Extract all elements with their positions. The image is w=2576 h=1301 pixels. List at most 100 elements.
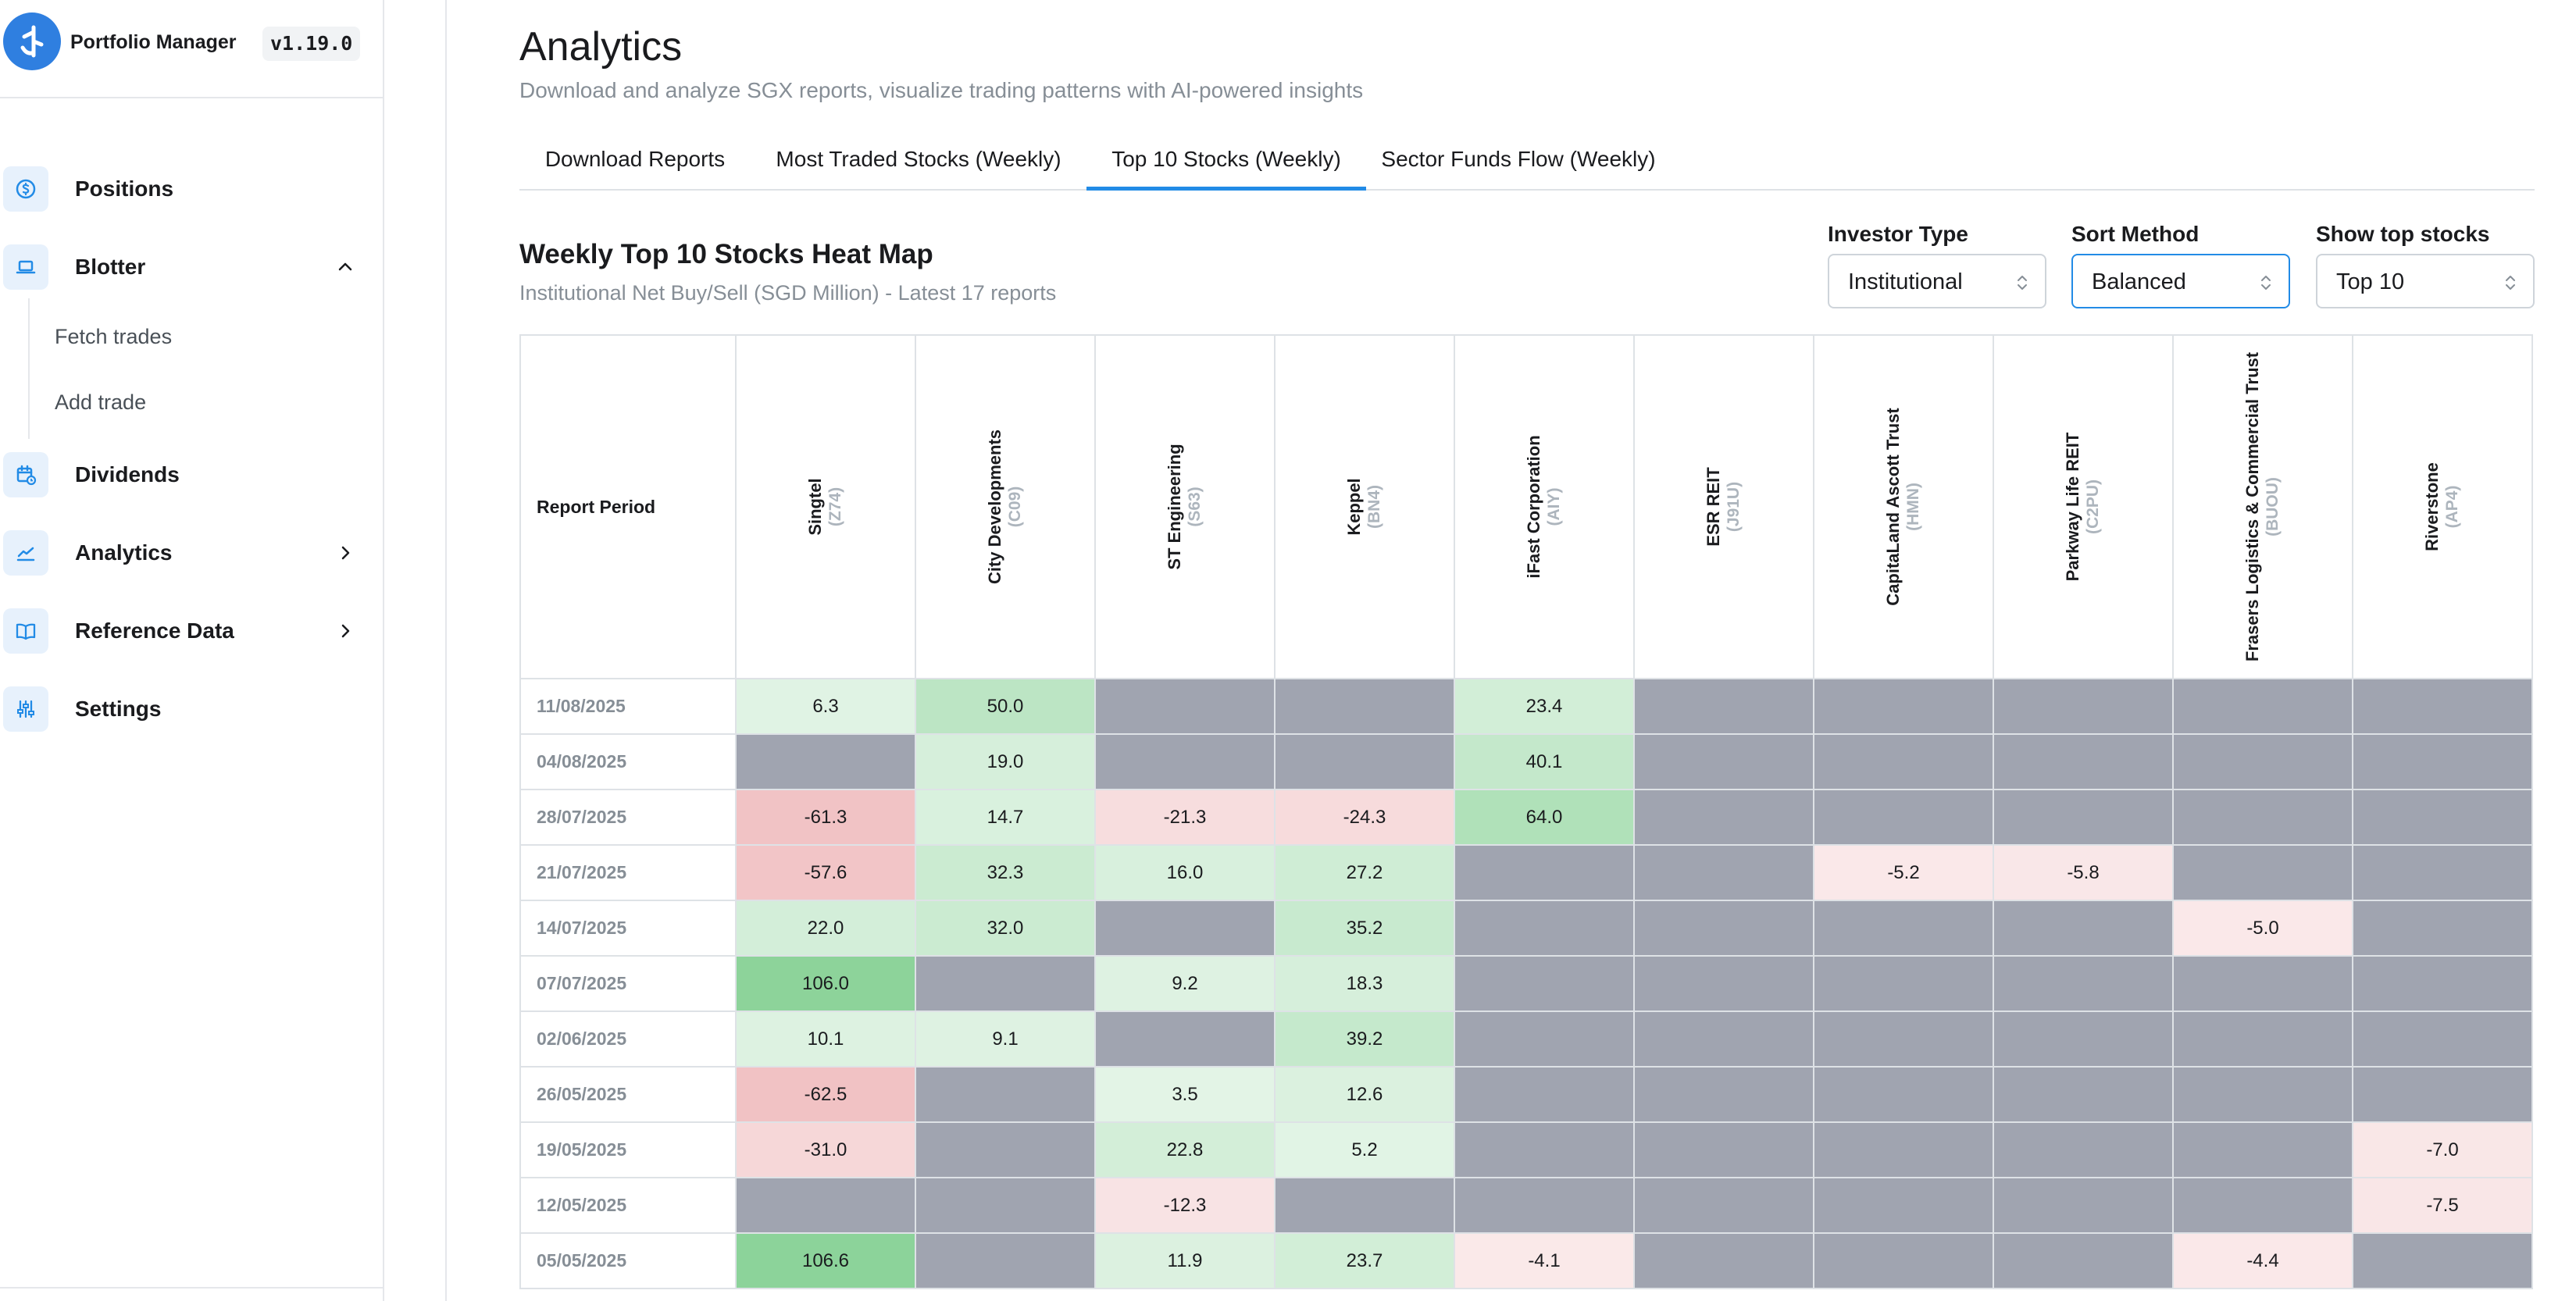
heatmap-cell[interactable] xyxy=(1454,900,1635,957)
heatmap-cell[interactable] xyxy=(2352,844,2533,901)
heatmap-cell[interactable] xyxy=(1633,1011,1814,1068)
heatmap-cell[interactable]: 9.2 xyxy=(1094,955,1276,1012)
heatmap-cell[interactable]: 18.3 xyxy=(1274,955,1455,1012)
heatmap-cell[interactable]: -12.3 xyxy=(1094,1177,1276,1234)
heatmap-cell[interactable] xyxy=(1454,844,1635,901)
heatmap-cell[interactable] xyxy=(1633,900,1814,957)
heatmap-cell[interactable] xyxy=(1813,733,1994,790)
investor-type-select[interactable]: Institutional xyxy=(1828,254,2046,308)
heatmap-cell[interactable] xyxy=(1993,1177,2174,1234)
sort-method-select[interactable]: Balanced xyxy=(2071,254,2290,308)
heatmap-cell[interactable] xyxy=(1274,678,1455,735)
heatmap-cell[interactable]: 12.6 xyxy=(1274,1066,1455,1123)
heatmap-cell[interactable] xyxy=(1094,733,1276,790)
heatmap-cell[interactable] xyxy=(2352,1232,2533,1289)
heatmap-cell[interactable] xyxy=(2352,733,2533,790)
sidebar-subitem-fetch-trades[interactable]: Fetch trades xyxy=(55,325,173,348)
heatmap-cell[interactable]: -7.0 xyxy=(2352,1121,2533,1178)
heatmap-cell[interactable] xyxy=(915,1177,1096,1234)
heatmap-cell[interactable]: -4.1 xyxy=(1454,1232,1635,1289)
heatmap-cell[interactable] xyxy=(2352,789,2533,846)
heatmap-cell[interactable]: -5.8 xyxy=(1993,844,2174,901)
heatmap-cell[interactable] xyxy=(1993,1066,2174,1123)
app-logo-icon[interactable] xyxy=(3,12,61,70)
heatmap-cell[interactable] xyxy=(2172,955,2353,1012)
heatmap-cell[interactable] xyxy=(915,1121,1096,1178)
heatmap-cell[interactable] xyxy=(1813,1121,1994,1178)
heatmap-cell[interactable] xyxy=(2352,955,2533,1012)
heatmap-cell[interactable] xyxy=(2172,1066,2353,1123)
heatmap-cell[interactable] xyxy=(1813,955,1994,1012)
heatmap-cell[interactable]: 22.0 xyxy=(735,900,916,957)
heatmap-cell[interactable] xyxy=(2172,844,2353,901)
sidebar-subitem-add-trade[interactable]: Add trade xyxy=(55,390,147,414)
heatmap-cell[interactable] xyxy=(2172,1121,2353,1178)
heatmap-cell[interactable]: 50.0 xyxy=(915,678,1096,735)
heatmap-cell[interactable]: 27.2 xyxy=(1274,844,1455,901)
heatmap-cell[interactable] xyxy=(1274,733,1455,790)
heatmap-cell[interactable]: 6.3 xyxy=(735,678,916,735)
heatmap-cell[interactable] xyxy=(1454,1011,1635,1068)
heatmap-cell[interactable]: 106.6 xyxy=(735,1232,916,1289)
sidebar-item-analytics[interactable]: Analytics xyxy=(0,522,383,584)
heatmap-cell[interactable] xyxy=(1813,1066,1994,1123)
heatmap-cell[interactable] xyxy=(1633,1121,1814,1178)
heatmap-cell[interactable]: -5.0 xyxy=(2172,900,2353,957)
heatmap-cell[interactable]: 40.1 xyxy=(1454,733,1635,790)
heatmap-cell[interactable] xyxy=(735,733,916,790)
heatmap-cell[interactable]: 64.0 xyxy=(1454,789,1635,846)
heatmap-cell[interactable]: 32.0 xyxy=(915,900,1096,957)
heatmap-cell[interactable] xyxy=(1993,955,2174,1012)
heatmap-cell[interactable]: -61.3 xyxy=(735,789,916,846)
heatmap-cell[interactable]: 16.0 xyxy=(1094,844,1276,901)
heatmap-cell[interactable] xyxy=(1094,900,1276,957)
heatmap-cell[interactable]: -5.2 xyxy=(1813,844,1994,901)
show-top-stocks-select[interactable]: Top 10 xyxy=(2316,254,2535,308)
heatmap-cell[interactable] xyxy=(1633,1066,1814,1123)
heatmap-cell[interactable] xyxy=(1993,733,2174,790)
sidebar-item-blotter[interactable]: Blotter xyxy=(0,236,383,298)
heatmap-cell[interactable] xyxy=(1454,1066,1635,1123)
tab-download-reports[interactable]: Download Reports xyxy=(544,147,726,171)
sidebar-item-settings[interactable]: Settings xyxy=(0,678,383,740)
heatmap-cell[interactable] xyxy=(2172,733,2353,790)
tab-most-traded-stocks[interactable]: Most Traded Stocks (Weekly) xyxy=(776,147,1061,171)
heatmap-cell[interactable] xyxy=(1993,1232,2174,1289)
heatmap-cell[interactable] xyxy=(1633,789,1814,846)
heatmap-cell[interactable] xyxy=(915,1066,1096,1123)
heatmap-cell[interactable] xyxy=(2352,1066,2533,1123)
heatmap-cell[interactable]: -62.5 xyxy=(735,1066,916,1123)
heatmap-cell[interactable] xyxy=(1813,1011,1994,1068)
heatmap-cell[interactable] xyxy=(1993,789,2174,846)
heatmap-cell[interactable] xyxy=(915,1232,1096,1289)
heatmap-cell[interactable]: 22.8 xyxy=(1094,1121,1276,1178)
heatmap-cell[interactable] xyxy=(1633,1232,1814,1289)
heatmap-cell[interactable] xyxy=(1454,1177,1635,1234)
heatmap-cell[interactable]: -24.3 xyxy=(1274,789,1455,846)
tab-top-10-stocks[interactable]: Top 10 Stocks (Weekly) xyxy=(1086,137,1366,191)
heatmap-cell[interactable]: -4.4 xyxy=(2172,1232,2353,1289)
heatmap-cell[interactable] xyxy=(1274,1177,1455,1234)
heatmap-cell[interactable] xyxy=(1993,678,2174,735)
heatmap-cell[interactable]: 5.2 xyxy=(1274,1121,1455,1178)
heatmap-cell[interactable]: 35.2 xyxy=(1274,900,1455,957)
heatmap-cell[interactable] xyxy=(1813,1177,1994,1234)
heatmap-cell[interactable]: -57.6 xyxy=(735,844,916,901)
heatmap-cell[interactable]: -7.5 xyxy=(2352,1177,2533,1234)
heatmap-cell[interactable]: 10.1 xyxy=(735,1011,916,1068)
heatmap-cell[interactable] xyxy=(2172,1011,2353,1068)
heatmap-cell[interactable] xyxy=(1813,1232,1994,1289)
heatmap-cell[interactable] xyxy=(1633,678,1814,735)
sidebar-item-positions[interactable]: Positions xyxy=(0,158,383,220)
heatmap-cell[interactable] xyxy=(1813,900,1994,957)
heatmap-cell[interactable] xyxy=(1633,1177,1814,1234)
heatmap-cell[interactable]: 19.0 xyxy=(915,733,1096,790)
heatmap-cell[interactable]: 14.7 xyxy=(915,789,1096,846)
heatmap-cell[interactable]: 23.4 xyxy=(1454,678,1635,735)
heatmap-cell[interactable] xyxy=(1454,955,1635,1012)
heatmap-cell[interactable]: 3.5 xyxy=(1094,1066,1276,1123)
heatmap-cell[interactable] xyxy=(1094,1011,1276,1068)
heatmap-cell[interactable] xyxy=(1993,900,2174,957)
heatmap-cell[interactable] xyxy=(915,955,1096,1012)
sidebar-item-dividends[interactable]: Dividends xyxy=(0,444,383,506)
